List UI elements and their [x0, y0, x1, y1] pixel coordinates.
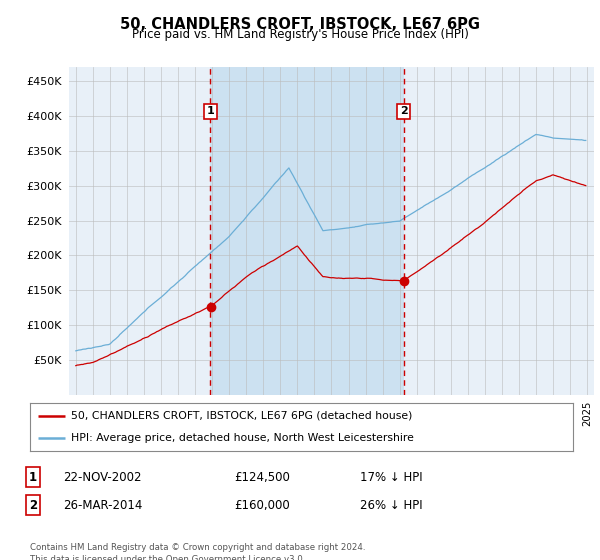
Text: 17% ↓ HPI: 17% ↓ HPI: [360, 470, 422, 484]
Text: HPI: Average price, detached house, North West Leicestershire: HPI: Average price, detached house, Nort…: [71, 433, 413, 444]
Text: 1: 1: [206, 106, 214, 116]
Text: Price paid vs. HM Land Registry's House Price Index (HPI): Price paid vs. HM Land Registry's House …: [131, 28, 469, 41]
Bar: [211, 67, 404, 395]
Text: £124,500: £124,500: [234, 470, 290, 484]
Text: 2: 2: [29, 498, 37, 512]
Text: 1: 1: [29, 470, 37, 484]
Text: 26% ↓ HPI: 26% ↓ HPI: [360, 498, 422, 512]
Text: 22-NOV-2002: 22-NOV-2002: [63, 470, 142, 484]
Text: £160,000: £160,000: [234, 498, 290, 512]
Text: Contains HM Land Registry data © Crown copyright and database right 2024.
This d: Contains HM Land Registry data © Crown c…: [30, 543, 365, 560]
Text: 50, CHANDLERS CROFT, IBSTOCK, LE67 6PG: 50, CHANDLERS CROFT, IBSTOCK, LE67 6PG: [120, 17, 480, 32]
Text: 50, CHANDLERS CROFT, IBSTOCK, LE67 6PG (detached house): 50, CHANDLERS CROFT, IBSTOCK, LE67 6PG (…: [71, 410, 412, 421]
Text: 2: 2: [400, 106, 407, 116]
Text: 26-MAR-2014: 26-MAR-2014: [63, 498, 142, 512]
